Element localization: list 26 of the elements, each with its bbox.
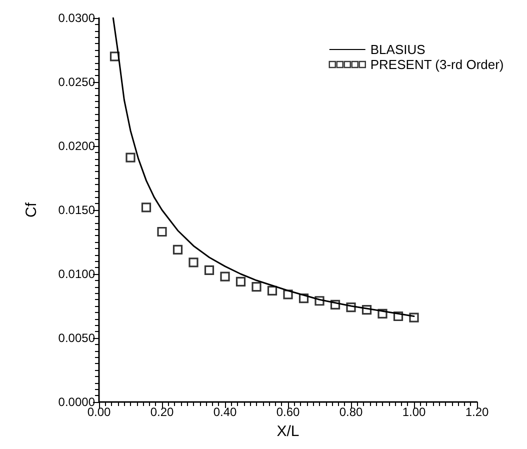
- point: [220, 272, 230, 282]
- x-tick-label: 0.20: [150, 405, 174, 419]
- point: [172, 244, 183, 254]
- point: [126, 152, 136, 162]
- point: [141, 202, 152, 212]
- x-tick-label: 0.60: [276, 405, 300, 419]
- y-tick-label: 0.0300: [58, 11, 96, 25]
- y-tick-label: 0.0250: [58, 75, 96, 89]
- point: [267, 286, 278, 296]
- y-tick-label: 0.0150: [58, 203, 96, 217]
- point: [188, 258, 198, 268]
- point: [236, 276, 246, 286]
- x-axis-title: X/L: [276, 423, 300, 440]
- point: [157, 226, 167, 237]
- point: [252, 282, 262, 292]
- y-tick-label: 0.0200: [58, 139, 96, 153]
- legend-label: BLASIUS: [370, 42, 426, 57]
- x-tick-label: 0.80: [339, 405, 363, 419]
- x-tick-label: 1.20: [465, 405, 489, 419]
- y-tick-label: 0.0100: [58, 267, 96, 281]
- y-axis-title: Cf: [23, 202, 40, 218]
- y-tick-label: 0.0050: [58, 331, 96, 345]
- point: [204, 265, 214, 275]
- x-tick-label: 1.00: [402, 405, 426, 419]
- x-tick-label: 0.40: [213, 405, 237, 419]
- legend-label: PRESENT (3-rd Order): [370, 57, 504, 72]
